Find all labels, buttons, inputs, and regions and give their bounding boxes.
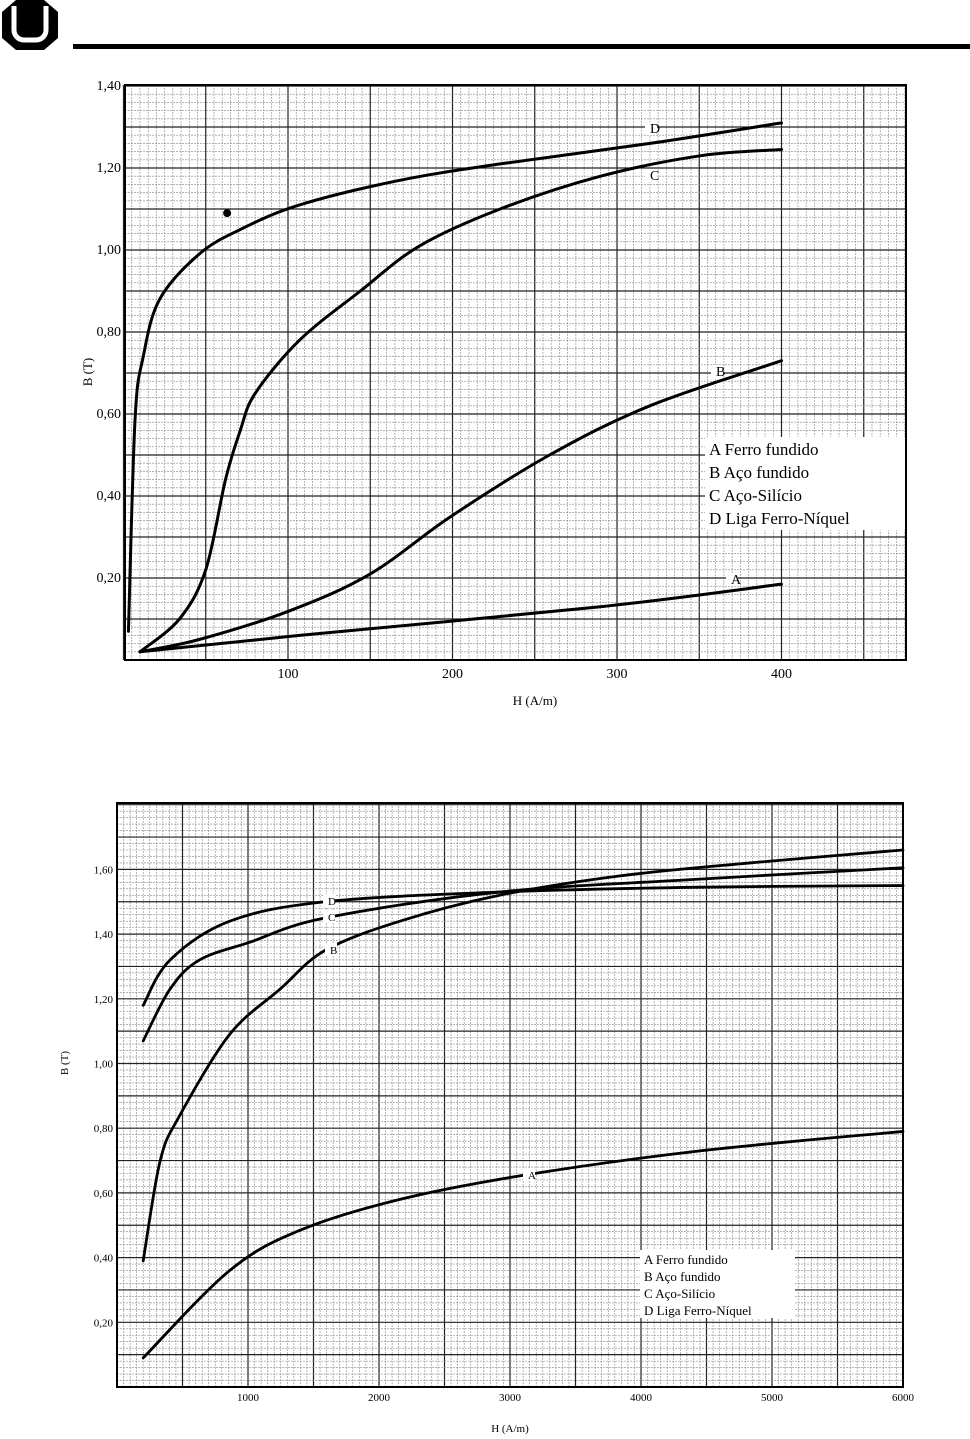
y-tick-label: 1,20 bbox=[97, 161, 122, 176]
plot-frame bbox=[116, 802, 904, 1388]
grid bbox=[116, 803, 904, 1388]
series-label-bg bbox=[325, 943, 337, 956]
legend-box bbox=[640, 1250, 795, 1318]
series-label-bg bbox=[645, 122, 657, 135]
y-tick-label: 0,80 bbox=[94, 1123, 114, 1135]
series-line-b bbox=[138, 359, 783, 654]
series-label-b: B bbox=[716, 365, 725, 380]
x-tick-label: 4000 bbox=[630, 1392, 653, 1404]
y-tick-label: 0,60 bbox=[94, 1188, 114, 1200]
legend-box bbox=[705, 437, 905, 530]
series-label-c: C bbox=[650, 169, 659, 184]
grid bbox=[122, 85, 906, 661]
legend-entry: D Liga Ferro-Níquel bbox=[709, 509, 850, 528]
legend-entry: C Aço-Silício bbox=[709, 486, 802, 505]
legend-entry: D Liga Ferro-Níquel bbox=[644, 1303, 752, 1318]
y-tick-label: 0,40 bbox=[97, 489, 122, 504]
legend: A Ferro fundido B Aço fundido C Aço-Silíci… bbox=[640, 1250, 795, 1318]
series-label-a: A bbox=[528, 1170, 536, 1182]
x-axis-label: H (A/m) bbox=[513, 693, 557, 708]
x-axis-label: H (A/m) bbox=[491, 1423, 529, 1435]
y-axis-label: B (T) bbox=[59, 1051, 71, 1075]
y-tick-label: 1,20 bbox=[94, 994, 114, 1006]
series-line-a bbox=[138, 582, 783, 654]
legend-entry: B Aço fundido bbox=[644, 1269, 721, 1284]
series-line-d bbox=[141, 884, 905, 1007]
series-line-a bbox=[141, 1130, 905, 1360]
series-label-d: D bbox=[650, 122, 660, 137]
x-tick-label: 6000 bbox=[892, 1392, 915, 1404]
series-label-bg bbox=[726, 573, 738, 586]
series-line-d bbox=[126, 121, 783, 633]
y-tick-label: 0,80 bbox=[97, 325, 122, 340]
chart-1: 100 200 300 400 0,20 0,40 0,60 0,80 1,00 1,20 1,40… bbox=[80, 79, 907, 708]
y-tick-label: 1,60 bbox=[94, 864, 114, 876]
x-tick-label: 3000 bbox=[499, 1392, 522, 1404]
legend-entry: A Ferro fundido bbox=[644, 1252, 728, 1267]
y-tick-label: 1,00 bbox=[94, 1059, 114, 1071]
annotation-point bbox=[223, 209, 232, 218]
series-line-c bbox=[141, 866, 905, 1043]
plot-frame bbox=[124, 84, 907, 661]
y-tick-label: 0,40 bbox=[94, 1253, 114, 1265]
series-label-c: C bbox=[328, 912, 335, 924]
legend: A Ferro fundido B Aço fundido C Aço-Silíci… bbox=[705, 437, 905, 530]
x-tick-label: 400 bbox=[771, 667, 792, 682]
y-tick-label: 0,20 bbox=[94, 1317, 114, 1329]
legend-entry: A Ferro fundido bbox=[709, 440, 819, 459]
y-tick-label: 1,00 bbox=[97, 243, 122, 258]
series-line-b bbox=[141, 848, 905, 1263]
x-tick-label: 2000 bbox=[368, 1392, 391, 1404]
series-label-b: B bbox=[330, 945, 337, 957]
y-tick-label: 1,40 bbox=[94, 929, 114, 941]
series-label-bg bbox=[523, 1168, 535, 1181]
legend-entry: C Aço-Silício bbox=[644, 1286, 715, 1301]
y-tick-label: 0,60 bbox=[97, 407, 122, 422]
university-logo bbox=[2, 0, 58, 50]
y-axis-label: B (T) bbox=[80, 358, 95, 387]
header-rule bbox=[73, 44, 970, 49]
y-tick-label: 1,40 bbox=[97, 79, 122, 94]
legend-entry: B Aço fundido bbox=[709, 463, 809, 482]
x-tick-label: 5000 bbox=[761, 1392, 784, 1404]
x-tick-label: 200 bbox=[442, 667, 463, 682]
series-label-d: D bbox=[328, 896, 336, 908]
series-label-bg bbox=[323, 910, 335, 923]
series-label-bg bbox=[323, 894, 335, 907]
x-tick-label: 300 bbox=[607, 667, 628, 682]
series-label-bg bbox=[645, 169, 657, 182]
y-tick-label: 0,20 bbox=[97, 571, 122, 586]
series-label-bg bbox=[711, 365, 723, 378]
series-line-c bbox=[138, 148, 783, 654]
x-tick-label: 100 bbox=[278, 667, 299, 682]
chart-2: 1000 2000 3000 4000 5000 6000 0,20 0,40 0,60 0,80… bbox=[59, 802, 915, 1435]
x-tick-label: 1000 bbox=[237, 1392, 260, 1404]
series-label-a: A bbox=[731, 573, 742, 588]
